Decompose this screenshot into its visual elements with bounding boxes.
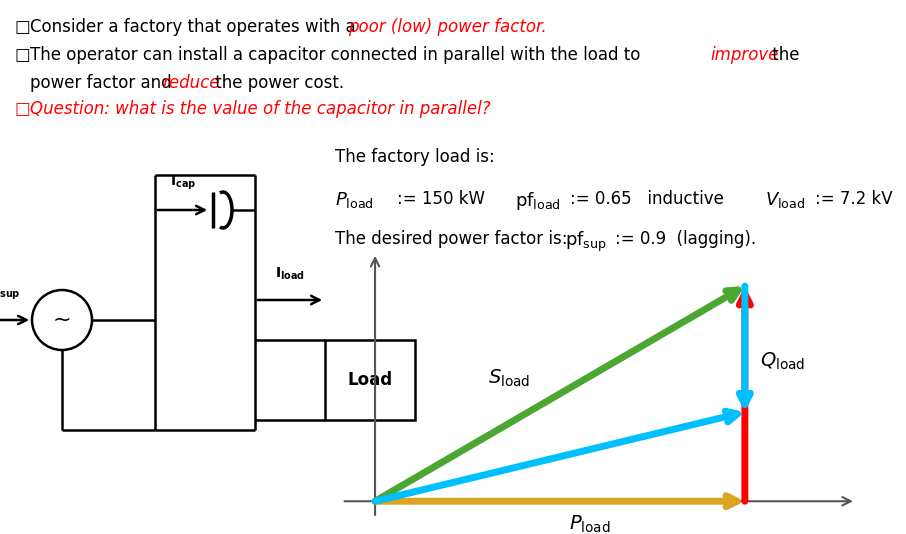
Text: Load: Load xyxy=(347,371,392,389)
Text: the: the xyxy=(767,46,799,64)
Text: $P_{\rm load}$: $P_{\rm load}$ xyxy=(335,190,374,210)
Bar xyxy=(325,340,415,420)
Text: $Q_{\rm load}$: $Q_{\rm load}$ xyxy=(759,351,805,372)
Text: □: □ xyxy=(14,100,30,118)
Text: reduce: reduce xyxy=(162,74,219,92)
Text: := 150 kW: := 150 kW xyxy=(397,190,485,208)
Text: power factor and: power factor and xyxy=(30,74,177,92)
Text: := 0.65   inductive: := 0.65 inductive xyxy=(570,190,724,208)
Text: $\mathbf{I_{sup}}$: $\mathbf{I_{sup}}$ xyxy=(0,284,20,302)
Text: The desired power factor is:: The desired power factor is: xyxy=(335,230,567,248)
Text: := 0.9  (lagging).: := 0.9 (lagging). xyxy=(615,230,757,248)
Text: $\mathbf{I_{cap}}$: $\mathbf{I_{cap}}$ xyxy=(170,174,196,192)
Text: := 7.2 kV: := 7.2 kV xyxy=(815,190,892,208)
Text: $\mathbf{I_{load}}$: $\mathbf{I_{load}}$ xyxy=(275,265,305,282)
Text: □: □ xyxy=(14,46,30,64)
Text: The factory load is:: The factory load is: xyxy=(335,148,495,166)
Text: $\rm pf_{\rm sup}$: $\rm pf_{\rm sup}$ xyxy=(565,230,607,254)
Text: improve: improve xyxy=(710,46,778,64)
Text: poor (low) power factor.: poor (low) power factor. xyxy=(348,18,546,36)
Text: The operator can install a capacitor connected in parallel with the load to: The operator can install a capacitor con… xyxy=(30,46,646,64)
Text: □: □ xyxy=(14,18,30,36)
Text: the power cost.: the power cost. xyxy=(210,74,344,92)
Text: Consider a factory that operates with a: Consider a factory that operates with a xyxy=(30,18,361,36)
Text: $V_{\rm load}$: $V_{\rm load}$ xyxy=(765,190,805,210)
Text: $\rm pf_{\rm load}$: $\rm pf_{\rm load}$ xyxy=(515,190,561,212)
Text: ~: ~ xyxy=(53,310,72,330)
Text: $S_{\rm load}$: $S_{\rm load}$ xyxy=(488,368,530,389)
Text: $P_{\rm load}$: $P_{\rm load}$ xyxy=(569,514,611,534)
Text: Question: what is the value of the capacitor in parallel?: Question: what is the value of the capac… xyxy=(30,100,491,118)
